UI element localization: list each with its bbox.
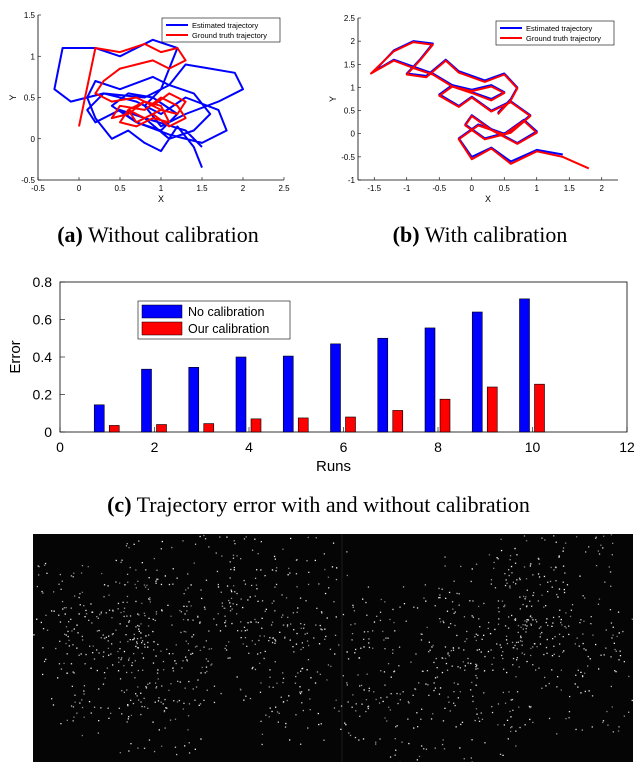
x-tick-label: 12 xyxy=(619,439,635,455)
x-tick-label: 4 xyxy=(245,439,253,455)
x-tick-label: 0.5 xyxy=(114,184,126,193)
bar-no-calibration xyxy=(471,311,483,433)
x-tick-label: 2.5 xyxy=(278,184,290,193)
x-tick-label: 2 xyxy=(241,184,246,193)
y-tick-label: -0.5 xyxy=(21,176,35,185)
legend-swatch xyxy=(141,321,183,336)
map-background xyxy=(33,534,633,762)
y-tick-label: 0.2 xyxy=(33,387,53,403)
bar-no-calibration xyxy=(93,404,105,433)
legend-box xyxy=(495,20,615,46)
legend-box xyxy=(161,17,281,43)
x-tick-label: -0.5 xyxy=(31,184,45,193)
y-axis-label: Y xyxy=(8,94,18,100)
legend-label: Estimated trajectory xyxy=(526,24,593,33)
error-bar-chart: 0 2 4 6 8 10 12 0 0.2 0.4 0.6 0.8 Runs Error No calibr… xyxy=(7,274,635,475)
x-tick-label: 0.5 xyxy=(499,184,511,193)
y-tick-label: 0.6 xyxy=(33,312,53,328)
y-tick-label: 2 xyxy=(351,37,356,46)
point-cloud-points xyxy=(33,534,633,762)
y-tick-label: 1 xyxy=(351,83,356,92)
bar-our-calibration xyxy=(392,410,404,433)
y-tick-label: -1 xyxy=(348,176,356,185)
x-tick-label: 6 xyxy=(340,439,348,455)
y-tick-label: 0.5 xyxy=(24,94,36,103)
bar-our-calibration xyxy=(345,416,356,433)
bar-our-calibration xyxy=(439,398,451,433)
caption-b: (b) With calibration xyxy=(392,222,568,247)
y-tick-label: 0.5 xyxy=(344,107,356,116)
y-axis-label: Error xyxy=(7,340,24,373)
bar-our-calibration xyxy=(534,383,545,433)
legend-label: Estimated trajectory xyxy=(192,21,259,30)
y-tick-label: 1 xyxy=(31,52,36,61)
series-line-ground-truth xyxy=(370,41,590,170)
legend-label: Our calibration xyxy=(188,322,269,336)
series-line-ground-truth xyxy=(78,42,187,128)
legend-label: Ground truth trajectory xyxy=(526,34,601,43)
bar-no-calibration xyxy=(424,327,436,433)
x-tick-label: 1.5 xyxy=(564,184,576,193)
y-tick-label: 0 xyxy=(31,135,36,144)
y-tick-label: 2.5 xyxy=(344,14,356,23)
legend-swatch xyxy=(141,304,183,319)
x-tick-label: -0.5 xyxy=(432,184,446,193)
bar-our-calibration xyxy=(250,418,262,433)
x-tick-label: 2 xyxy=(151,439,159,455)
bar-no-calibration xyxy=(188,367,200,433)
legend-label: Ground truth trajectory xyxy=(192,31,267,40)
caption-c: (c) Trajectory error with and without ca… xyxy=(107,492,530,517)
x-tick-label: -1 xyxy=(403,184,411,193)
y-tick-label: 1.5 xyxy=(344,60,356,69)
caption-a: (a) Without calibration xyxy=(57,222,259,247)
y-tick-label: 0.8 xyxy=(33,274,53,290)
point-cloud-map-image xyxy=(33,534,633,762)
x-tick-label: 0 xyxy=(77,184,82,193)
x-axis-label: X xyxy=(485,194,491,204)
y-tick-label: 0.4 xyxy=(33,349,53,365)
bar-no-calibration xyxy=(235,356,247,433)
bar-our-calibration xyxy=(486,386,498,433)
x-tick-label: 0 xyxy=(56,439,64,455)
x-axis-label: Runs xyxy=(316,458,351,475)
trajectory-plot-with-calibration: -1.5 -1 -0.5 0 0.5 1 1.5 2 -1 -0.5 0 0.5 1 1.5 2 2.5 X Y E… xyxy=(328,14,618,204)
bar-no-calibration xyxy=(282,355,294,433)
x-tick-label: 2 xyxy=(600,184,605,193)
bar-no-calibration xyxy=(377,337,389,433)
y-tick-label: 1.5 xyxy=(24,11,36,20)
legend-label: No calibration xyxy=(188,305,264,319)
x-tick-label: 8 xyxy=(434,439,442,455)
bar-our-calibration xyxy=(108,425,120,433)
x-axis-label: X xyxy=(158,194,164,204)
bar-no-calibration xyxy=(141,368,152,433)
bar-no-calibration xyxy=(330,343,341,433)
bar-our-calibration xyxy=(297,417,309,433)
x-tick-label: 1 xyxy=(535,184,540,193)
bar-our-calibration xyxy=(203,423,215,433)
bar-our-calibration xyxy=(156,424,167,433)
x-tick-label: 1 xyxy=(159,184,164,193)
x-tick-label: 1.5 xyxy=(196,184,208,193)
y-tick-label: 0 xyxy=(351,130,356,139)
x-tick-label: -1.5 xyxy=(367,184,381,193)
series-line-estimated xyxy=(53,38,244,168)
x-tick-label: 0 xyxy=(470,184,475,193)
y-tick-label: -0.5 xyxy=(341,153,355,162)
y-axis-label: Y xyxy=(328,96,338,102)
x-tick-label: 10 xyxy=(525,439,541,455)
y-tick-label: 0 xyxy=(44,424,52,440)
trajectory-plot-without-calibration: -0.5 0 0.5 1 1.5 2 2.5 -0.5 0 0.5 1 1.5 X Y Estimated … xyxy=(8,11,290,204)
bar-no-calibration xyxy=(519,298,530,433)
